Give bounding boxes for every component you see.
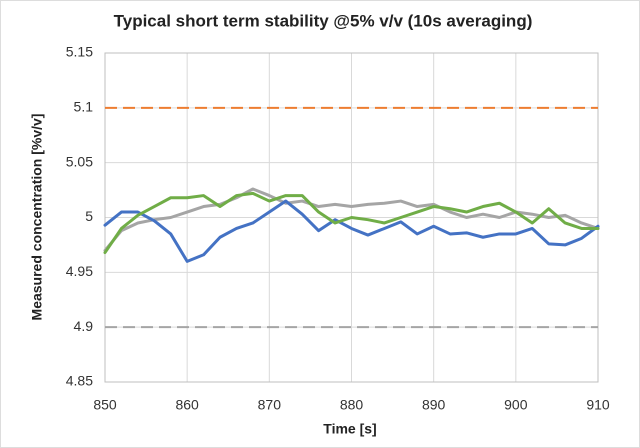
y-tick-label: 4.85: [66, 373, 93, 389]
y-tick-label: 4.95: [66, 263, 93, 279]
x-tick-label: 880: [340, 397, 364, 413]
x-tick-label: 890: [422, 397, 446, 413]
data-line: [103, 191, 600, 255]
x-tick-label: 850: [93, 397, 117, 413]
chart-title: Typical short term stability @5% v/v (10…: [114, 11, 533, 30]
y-tick-label: 5: [85, 208, 93, 224]
x-tick-label: 900: [504, 397, 528, 413]
data-line: [103, 199, 600, 263]
plot-frame: [104, 52, 599, 383]
x-tick-label: 910: [586, 397, 610, 413]
y-tick-label: 4.9: [74, 318, 94, 334]
y-tick-label: 5.15: [66, 44, 93, 60]
x-axis-label: Time [s]: [323, 421, 376, 437]
x-tick-label: 860: [175, 397, 199, 413]
x-tick-label: 870: [258, 397, 282, 413]
y-tick-label: 5.1: [74, 99, 94, 115]
y-axis-label: Measured concentration [%v/v]: [29, 114, 45, 321]
y-tick-label: 5.05: [66, 153, 93, 169]
